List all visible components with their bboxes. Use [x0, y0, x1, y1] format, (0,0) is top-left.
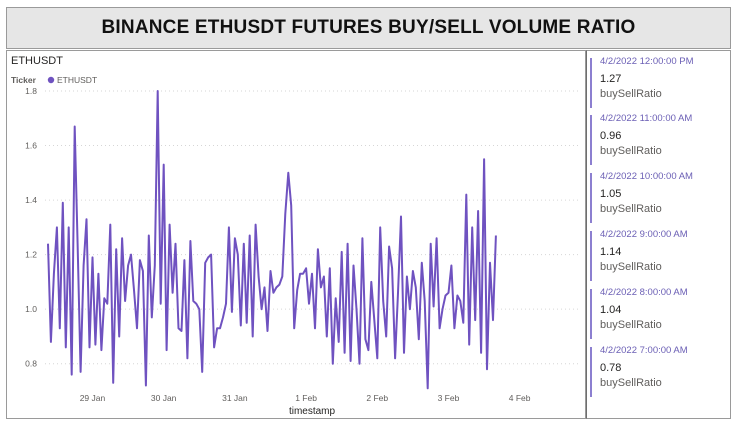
- metric-card[interactable]: 4/2/2022 9:00:00 AM 1.14 buySellRatio: [590, 229, 725, 285]
- card-metric-label: buySellRatio: [600, 203, 662, 215]
- card-accent-bar: [590, 289, 592, 339]
- card-timestamp: 4/2/2022 12:00:00 PM: [600, 56, 694, 67]
- metric-card[interactable]: 4/2/2022 7:00:00 AM 0.78 buySellRatio: [590, 345, 725, 401]
- x-tick-label: 2 Feb: [366, 393, 388, 403]
- x-axis-title: timestamp: [289, 406, 336, 417]
- metric-card[interactable]: 4/2/2022 8:00:00 AM 1.04 buySellRatio: [590, 287, 725, 343]
- y-tick-label: 0.8: [25, 359, 37, 369]
- legend-entry: ETHUSDT: [57, 75, 97, 85]
- x-tick-label: 3 Feb: [438, 393, 460, 403]
- line-chart-panel[interactable]: ETHUSDT Ticker ETHUSDT 0.8 1.0 1.2 1.4 1.6 1.8 29…: [6, 50, 586, 419]
- card-timestamp: 4/2/2022 7:00:00 AM: [600, 345, 688, 356]
- x-tick-label: 31 Jan: [222, 393, 248, 403]
- card-metric-label: buySellRatio: [600, 88, 662, 100]
- card-accent-bar: [590, 115, 592, 165]
- metric-card[interactable]: 4/2/2022 12:00:00 PM 1.27 buySellRatio: [590, 56, 725, 112]
- card-list-panel[interactable]: 4/2/2022 12:00:00 PM 1.27 buySellRatio 4/2/…: [586, 50, 731, 419]
- card-metric-label: buySellRatio: [600, 261, 662, 273]
- metric-card[interactable]: 4/2/2022 11:00:00 AM 0.96 buySellRatio: [590, 113, 725, 169]
- title-banner: BINANCE ETHUSDT FUTURES BUY/SELL VOLUME …: [6, 7, 731, 49]
- card-timestamp: 4/2/2022 11:00:00 AM: [600, 113, 693, 124]
- x-tick-label: 30 Jan: [151, 393, 177, 403]
- chart-title: ETHUSDT: [11, 55, 63, 67]
- card-value: 1.14: [600, 246, 622, 258]
- card-metric-label: buySellRatio: [600, 377, 662, 389]
- y-tick-label: 1.6: [25, 141, 37, 151]
- legend-marker: [47, 76, 55, 84]
- card-accent-bar: [590, 173, 592, 223]
- card-timestamp: 4/2/2022 9:00:00 AM: [600, 229, 688, 240]
- card-accent-bar: [590, 231, 592, 281]
- card-metric-label: buySellRatio: [600, 319, 662, 331]
- card-timestamp: 4/2/2022 10:00:00 AM: [600, 171, 693, 182]
- y-tick-label: 1.8: [25, 86, 37, 96]
- card-value: 1.04: [600, 304, 622, 316]
- y-tick-label: 1.2: [25, 250, 37, 260]
- x-tick-label: 29 Jan: [80, 393, 106, 403]
- card-value: 1.27: [600, 73, 622, 85]
- line-chart[interactable]: ETHUSDT Ticker ETHUSDT 0.8 1.0 1.2 1.4 1.6 1.8 29…: [7, 51, 585, 418]
- card-accent-bar: [590, 347, 592, 397]
- dashboard-title: BINANCE ETHUSDT FUTURES BUY/SELL VOLUME …: [101, 17, 636, 38]
- card-accent-bar: [590, 58, 592, 108]
- card-value: 0.96: [600, 130, 622, 142]
- legend-title: Ticker: [11, 75, 37, 85]
- y-tick-label: 1.0: [25, 304, 37, 314]
- x-tick-label: 4 Feb: [509, 393, 531, 403]
- metric-card[interactable]: 4/2/2022 10:00:00 AM 1.05 buySellRatio: [590, 171, 725, 227]
- card-value: 0.78: [600, 362, 622, 374]
- card-value: 1.05: [600, 188, 622, 200]
- card-metric-label: buySellRatio: [600, 145, 662, 157]
- y-tick-label: 1.4: [25, 195, 37, 205]
- card-timestamp: 4/2/2022 8:00:00 AM: [600, 287, 688, 298]
- x-tick-label: 1 Feb: [295, 393, 317, 403]
- series-line-ethusdt: [47, 90, 497, 390]
